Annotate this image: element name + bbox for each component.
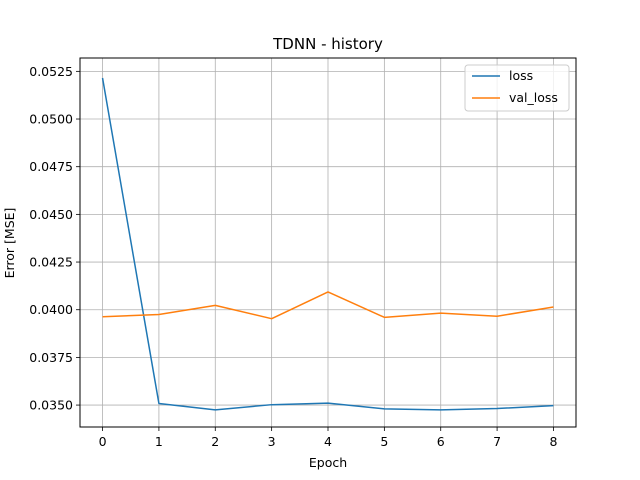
y-axis-title: Error [MSE] [2,208,17,279]
y-tick-label: 0.0425 [29,255,73,270]
grid [80,58,576,427]
x-tick-label: 8 [549,434,557,449]
x-axis-ticks: 0 1 2 3 4 5 6 7 8 [99,427,557,449]
y-tick-label: 0.0350 [29,398,73,413]
y-tick-label: 0.0375 [29,350,73,365]
y-tick-label: 0.0525 [29,64,73,79]
y-tick-label: 0.0500 [29,112,73,127]
legend-label-loss: loss [509,68,533,83]
x-tick-label: 6 [437,434,445,449]
x-tick-label: 7 [493,434,501,449]
x-tick-label: 0 [99,434,107,449]
y-axis-ticks: 0.0350 0.0375 0.0400 0.0425 0.0450 0.0475 0.05… [29,64,80,413]
series-lines [101,77,554,411]
series-line-loss [101,77,554,411]
x-tick-label: 1 [155,434,163,449]
y-tick-label: 0.0450 [29,207,73,222]
x-tick-label: 2 [211,434,219,449]
y-tick-label: 0.0475 [29,159,73,174]
x-tick-label: 5 [380,434,388,449]
series-line-val-loss [102,291,554,320]
chart-title: TDNN - history [272,35,383,53]
legend-label-val-loss: val_loss [509,90,558,105]
y-tick-label: 0.0400 [29,302,73,317]
x-tick-label: 3 [268,434,276,449]
legend: loss val_loss [464,64,570,112]
x-tick-label: 4 [324,434,332,449]
x-axis-title: Epoch [309,455,347,470]
